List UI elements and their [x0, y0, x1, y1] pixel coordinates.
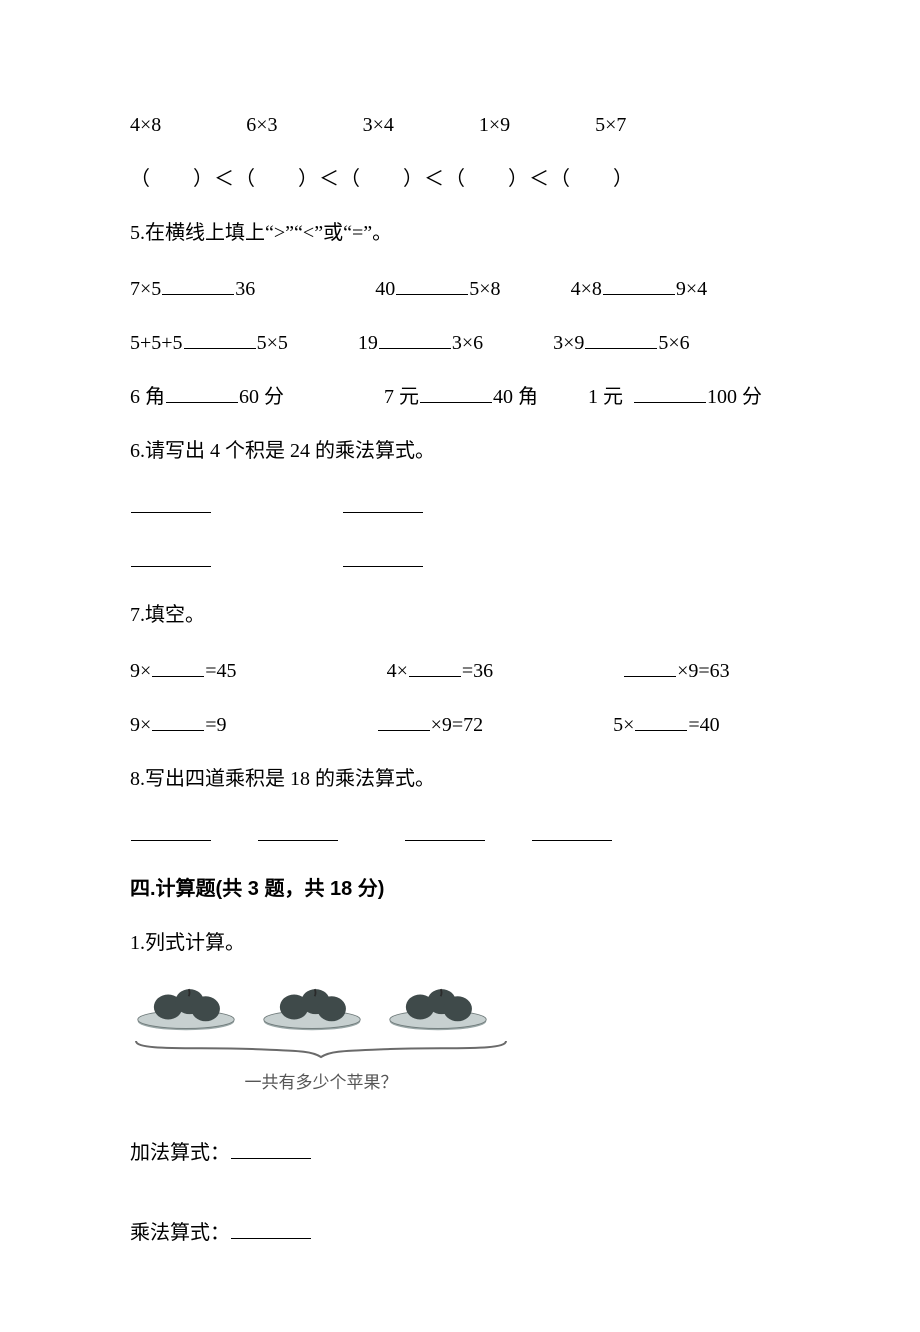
- expr: 3×4: [363, 114, 394, 136]
- fill-blank[interactable]: [378, 708, 430, 731]
- apple-plate-icon: [384, 982, 492, 1032]
- q4-ordering-line: （ ）＜（ ）＜（ ）＜（ ）＜（ ）: [130, 164, 790, 194]
- expr: 1×9: [479, 114, 510, 136]
- fill-blank[interactable]: [131, 490, 211, 513]
- curly-brace-icon: [132, 1039, 510, 1059]
- section-4-title: 四.计算题(共 3 题，共 18 分): [130, 874, 790, 904]
- fill-blank[interactable]: [231, 1136, 311, 1159]
- apple-plate-icon: [132, 982, 240, 1032]
- multiplication-line: 乘法算式：: [130, 1216, 790, 1248]
- calc1-title: 1.列式计算。: [130, 928, 790, 958]
- q6-blanks-row-2: [130, 544, 790, 576]
- fill-blank[interactable]: [635, 708, 687, 731]
- fill-blank[interactable]: [634, 380, 706, 403]
- fill-blank[interactable]: [152, 654, 204, 677]
- q5-row-3: 6 角60 分 7 元40 角 1 元100 分: [130, 380, 790, 412]
- fill-blank[interactable]: [258, 818, 338, 841]
- q5-row-2: 5+5+55×5 193×6 3×95×6: [130, 326, 790, 358]
- expr: 4×8: [130, 114, 161, 136]
- fill-blank[interactable]: [396, 272, 468, 295]
- fill-blank[interactable]: [162, 272, 234, 295]
- q4-expressions-line: 4×8 6×3 3×4 1×9 5×7: [130, 110, 790, 140]
- fill-blank[interactable]: [166, 380, 238, 403]
- fill-blank[interactable]: [184, 326, 256, 349]
- q5-row-1: 7×536 405×8 4×89×4: [130, 272, 790, 304]
- expr: 6×3: [246, 114, 277, 136]
- plates-row: [132, 982, 790, 1032]
- expr: 5×7: [595, 114, 626, 136]
- fill-blank[interactable]: [585, 326, 657, 349]
- fill-blank[interactable]: [420, 380, 492, 403]
- fill-blank[interactable]: [624, 654, 676, 677]
- fill-blank[interactable]: [152, 708, 204, 731]
- q6-blanks-row-1: [130, 490, 790, 522]
- q8-blanks: [130, 818, 790, 850]
- worksheet-page: 4×8 6×3 3×4 1×9 5×7 （ ）＜（ ）＜（ ）＜（ ）＜（ ） …: [0, 0, 920, 1332]
- fill-blank[interactable]: [603, 272, 675, 295]
- fill-blank[interactable]: [405, 818, 485, 841]
- addition-line: 加法算式：: [130, 1136, 790, 1168]
- q7-row-2: 9×=9 ×9=72 5×=40: [130, 708, 790, 740]
- figure-caption: 一共有多少个苹果？: [132, 1070, 510, 1096]
- fill-blank[interactable]: [532, 818, 612, 841]
- fill-blank[interactable]: [131, 544, 211, 567]
- q8-title: 8.写出四道乘积是 18 的乘法算式。: [130, 764, 790, 794]
- q7-title: 7.填空。: [130, 600, 790, 630]
- q5-title: 5.在横线上填上“>”“<”或“=”。: [130, 218, 790, 248]
- fill-blank[interactable]: [343, 544, 423, 567]
- apple-plate-icon: [258, 982, 366, 1032]
- fill-blank[interactable]: [131, 818, 211, 841]
- q6-title: 6.请写出 4 个积是 24 的乘法算式。: [130, 436, 790, 466]
- fill-blank[interactable]: [409, 654, 461, 677]
- apple-plates-figure: 一共有多少个苹果？: [132, 982, 790, 1096]
- fill-blank[interactable]: [343, 490, 423, 513]
- fill-blank[interactable]: [379, 326, 451, 349]
- fill-blank[interactable]: [231, 1216, 311, 1239]
- q7-row-1: 9×=45 4×=36 ×9=63: [130, 654, 790, 686]
